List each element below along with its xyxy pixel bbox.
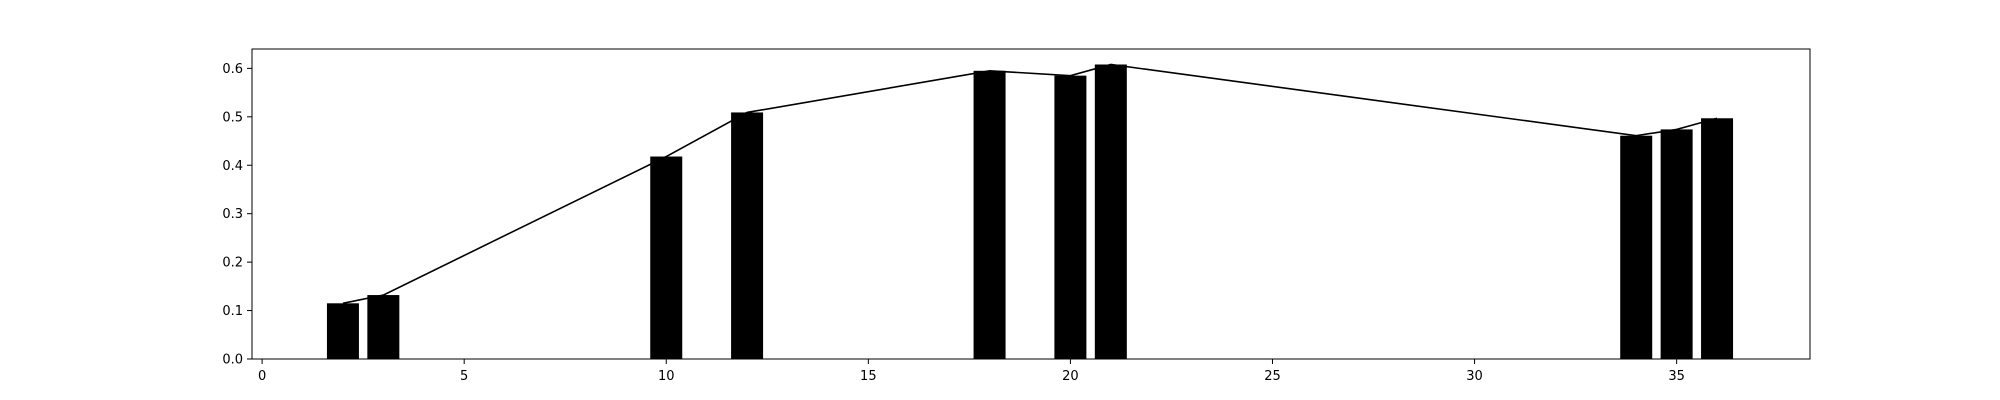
bar (1660, 129, 1693, 359)
bar (1094, 64, 1127, 359)
y-tick-label: 0.1 (222, 304, 243, 319)
bars-layer (326, 64, 1734, 360)
line-layer (342, 63, 1718, 305)
axes-layer (251, 48, 1811, 360)
x-tick-label: 30 (1466, 369, 1483, 384)
ticks-layer: 0 5 10 15 20 25 30 35 0.0 0.1 0.2 0.3 0.4 0.5 0.6 (222, 62, 1685, 384)
x-tick-label: 15 (860, 369, 877, 384)
bar (973, 70, 1006, 360)
bar (1620, 135, 1653, 359)
y-tick-label: 0.6 (222, 62, 243, 77)
x-tick-label: 20 (1062, 369, 1079, 384)
bar (367, 295, 400, 359)
bar (731, 112, 764, 359)
y-tick-label: 0.0 (222, 353, 243, 368)
y-tick-label: 0.3 (222, 207, 243, 222)
plot-frame (251, 48, 1811, 360)
bar (1701, 118, 1734, 360)
x-tick-label: 10 (658, 369, 675, 384)
y-tick-label: 0.5 (222, 110, 243, 125)
y-tick-label: 0.4 (222, 159, 243, 174)
y-tick-label: 0.2 (222, 256, 243, 271)
bar (326, 303, 359, 359)
x-tick-label: 35 (1668, 369, 1685, 384)
x-tick-label: 0 (258, 369, 266, 384)
bar (1054, 75, 1087, 359)
bar (650, 156, 683, 359)
x-tick-label: 5 (460, 369, 468, 384)
x-tick-label: 25 (1264, 369, 1281, 384)
trend-line (342, 63, 1718, 305)
